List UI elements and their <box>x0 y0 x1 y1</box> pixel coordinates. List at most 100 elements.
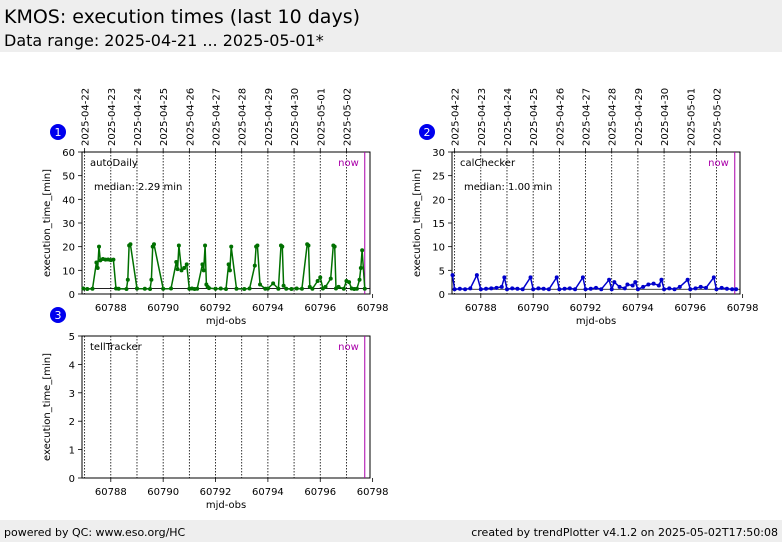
panel1-date-tick-label: 2025-04-27 <box>212 88 223 146</box>
panel1-date-tick-label: 2025-04-24 <box>133 88 144 146</box>
panel1-data-point <box>124 287 129 292</box>
panel1-data-point <box>218 286 223 291</box>
panel2-y-tick-label: 5 <box>439 266 445 277</box>
panel1-data-point <box>265 286 270 291</box>
panel1-data-point <box>252 263 257 268</box>
panel1-y-tick-label: 10 <box>62 266 75 277</box>
panel2-y-tick-label: 10 <box>432 243 445 254</box>
panel3-x-tick-label: 60798 <box>357 487 389 498</box>
panel2-data-point <box>719 285 724 290</box>
panel1-data-point <box>94 260 99 265</box>
panel3-y-tick-label: 3 <box>69 389 75 400</box>
panel1-y-tick-label: 20 <box>62 243 75 254</box>
panel2-data-point <box>573 287 578 292</box>
panel1-data-point <box>206 286 211 291</box>
panel1-data-point <box>169 286 174 291</box>
panel1-data-point <box>318 275 323 280</box>
panel1-data-point <box>149 277 154 282</box>
panel2-date-tick-label: 2025-04-29 <box>634 88 645 146</box>
panel3-x-tick-label: 60794 <box>252 487 284 498</box>
panel1-median-label: median: 2.29 min <box>94 182 182 193</box>
panel2-date-tick-label: 2025-04-23 <box>477 88 488 146</box>
panel2-date-tick-label: 2025-04-26 <box>555 88 566 146</box>
panel2-data-point <box>588 286 593 291</box>
panel2-data-point <box>502 275 507 280</box>
panel1-data-point <box>234 286 239 291</box>
panel2-y-tick-label: 25 <box>432 172 445 183</box>
panel1-data-point <box>315 278 320 283</box>
panel2-data-point <box>504 287 509 292</box>
panel1-data-point <box>152 242 156 247</box>
panel1-data-point <box>280 244 285 249</box>
panel2-y-tick-label: 0 <box>439 290 445 301</box>
panel1-data-point <box>299 286 304 291</box>
panel2-data-point <box>630 283 635 288</box>
panel2-data-point <box>622 286 627 291</box>
panel3-badge-circle <box>50 307 66 323</box>
panel3-y-tick-label: 1 <box>69 446 75 457</box>
panel1-x-tick-label: 60788 <box>95 303 127 314</box>
panel1-data-point <box>182 265 187 270</box>
panel2-data-point <box>656 283 661 288</box>
panel2-data-point <box>677 284 682 289</box>
panel1-badge-label: 1 <box>55 126 62 139</box>
panel2-y-tick-label: 30 <box>432 148 445 159</box>
panel2-data-point <box>580 275 585 280</box>
panel1-data-point <box>357 277 362 282</box>
panel2-data-point <box>541 286 546 291</box>
panel2-data-point <box>730 287 735 292</box>
panel1-y-tick-label: 50 <box>62 172 75 183</box>
panel1-date-tick-label: 2025-04-22 <box>81 88 92 146</box>
panel2-data-point <box>641 284 646 289</box>
panel1-data-point <box>184 262 189 267</box>
panel2-data-point <box>478 287 483 292</box>
panel3-axes-frame <box>81 335 371 479</box>
panel1-data-point <box>176 243 181 248</box>
panel1-x-tick-label: 60790 <box>147 303 179 314</box>
panel2-date-tick-label: 2025-05-02 <box>712 88 723 146</box>
panel2-y-tick-label: 20 <box>432 195 445 206</box>
footer-created-by: created by trendPlotter v4.1.2 on 2025-0… <box>471 526 778 539</box>
panel3-x-tick-label: 60796 <box>304 487 336 498</box>
panel2-data-point <box>609 287 614 292</box>
panel2-data-point <box>662 287 667 292</box>
panel3-x-tick-label: 60792 <box>200 487 232 498</box>
panel2-y-axis-label: execution_time_[min] <box>412 169 423 277</box>
panel1-data-point <box>200 262 205 267</box>
panel1-data-point <box>271 281 276 286</box>
panel2-data-point <box>468 286 473 291</box>
panel1-data-point <box>224 287 228 292</box>
panel1-data-point <box>332 244 337 249</box>
panel3-x-tick-label: 60788 <box>95 487 127 498</box>
panel2-x-axis-label: mjd-obs <box>576 316 616 327</box>
panel1-data-point <box>128 242 133 247</box>
panel1-data-point <box>175 267 180 272</box>
panel1-data-point <box>174 260 179 265</box>
panel2-axes-frame <box>451 151 741 295</box>
panel2-data-point <box>494 285 499 290</box>
panel1-date-tick-label: 2025-04-26 <box>185 88 196 146</box>
panel2-data-point <box>724 286 729 291</box>
panel2-data-point <box>617 284 622 289</box>
panel2-data-point <box>528 275 533 280</box>
panel1-data-point <box>90 286 95 291</box>
panel1-data-point <box>360 248 365 253</box>
panel2-data-point <box>633 280 638 285</box>
page-subtitle: Data range: 2025-04-21 ... 2025-05-01* <box>4 31 324 50</box>
panel1-y-tick-label: 0 <box>69 290 75 301</box>
panel1-data-point <box>213 286 218 291</box>
panel1-y-tick-label: 40 <box>62 195 75 206</box>
panel2-now-label: now <box>708 158 729 169</box>
panel2-data-point <box>651 281 656 286</box>
panel2-date-tick-label: 2025-04-24 <box>503 88 514 146</box>
panel2-data-point <box>659 277 664 282</box>
panel2-data-point <box>484 286 489 291</box>
panel2-data-point <box>562 286 567 291</box>
panel1-data-point <box>328 276 333 281</box>
panel1-data-point <box>358 265 363 270</box>
panel1-data-point <box>362 286 367 291</box>
panel2-y-tick-label: 15 <box>432 219 445 230</box>
panel1-data-point <box>347 280 352 285</box>
panel2-data-point <box>672 287 677 292</box>
